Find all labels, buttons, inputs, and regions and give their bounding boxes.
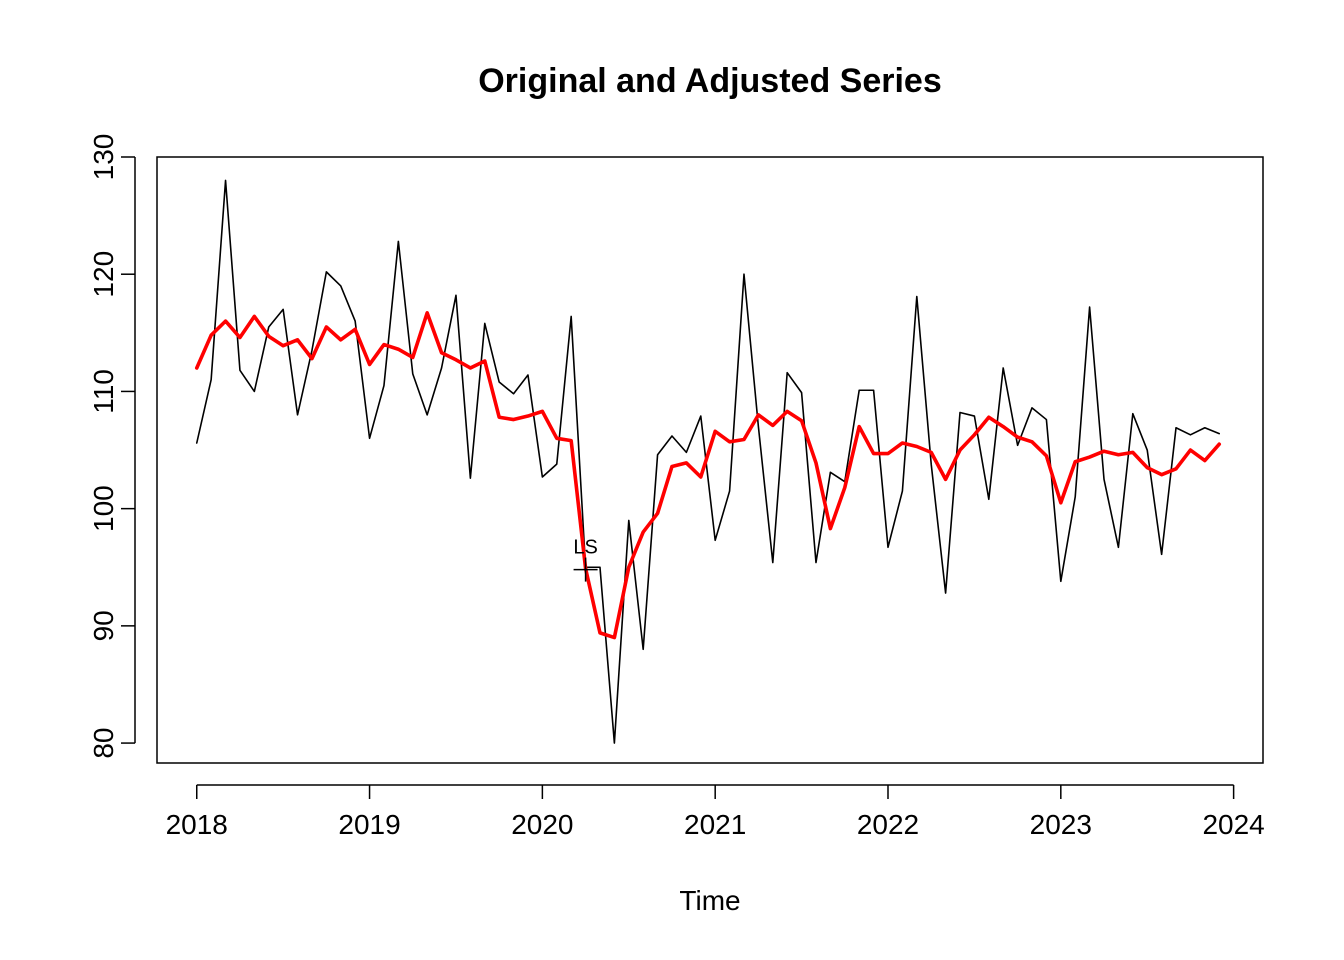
x-tick-label: 2019 (338, 809, 400, 840)
x-tick-label: 2020 (511, 809, 573, 840)
y-tick-label: 110 (88, 369, 119, 414)
y-tick-label: 90 (88, 610, 119, 641)
series-line-original (195, 179, 1221, 744)
plot-frame (156, 156, 1264, 764)
annotation-layer: LS (573, 537, 598, 582)
x-axis-title: Time (679, 885, 740, 916)
chart-title: Original and Adjusted Series (478, 62, 942, 100)
series-layer (194, 179, 1222, 744)
y-tick-label: 120 (88, 251, 119, 298)
x-tick-label: 2018 (166, 809, 228, 840)
y-tick-label: 80 (88, 727, 119, 758)
x-tick-label: 2022 (857, 809, 919, 840)
ls-label: LS (573, 537, 597, 559)
x-axis: 2018 2019 2020 2021 2022 2023 2024 (166, 784, 1265, 840)
x-tick-label: 2024 (1202, 809, 1264, 840)
series-line-adjusted (194, 311, 1222, 640)
x-tick-label: 2023 (1030, 809, 1092, 840)
y-tick-label: 100 (88, 485, 119, 532)
y-tick-label: 130 (88, 134, 119, 181)
x-tick-label: 2021 (684, 809, 746, 840)
y-axis: 80 90 100 110 120 130 (88, 134, 136, 759)
